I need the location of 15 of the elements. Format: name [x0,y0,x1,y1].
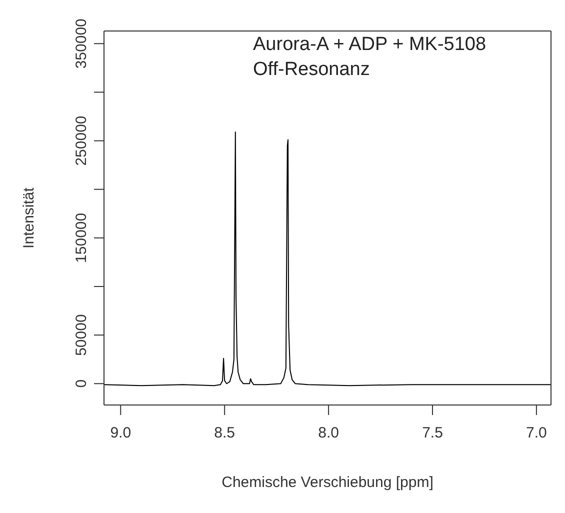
annotation: Off-Resonanz [253,58,371,82]
x-tick-label: 7.0 [526,424,547,442]
y-axis-title: Intensität [20,186,38,248]
x-tick-label: 8.0 [318,424,339,442]
annotation: Aurora-A + ADP + MK-5108 [253,33,486,57]
y-tick-label: 50000 [73,314,90,356]
y-tick-label: 250000 [73,116,90,166]
x-tick-label: 9.0 [110,424,132,442]
x-tick-label: 8.5 [214,424,236,442]
x-tick-label: 7.5 [422,424,443,442]
x-axis-title: Chemische Verschiebung [ppm] [222,474,434,491]
y-tick-label: 150000 [73,212,90,263]
y-tick-label: 0 [73,379,90,388]
y-tick-label: 350000 [73,18,90,69]
line-series [104,132,551,386]
